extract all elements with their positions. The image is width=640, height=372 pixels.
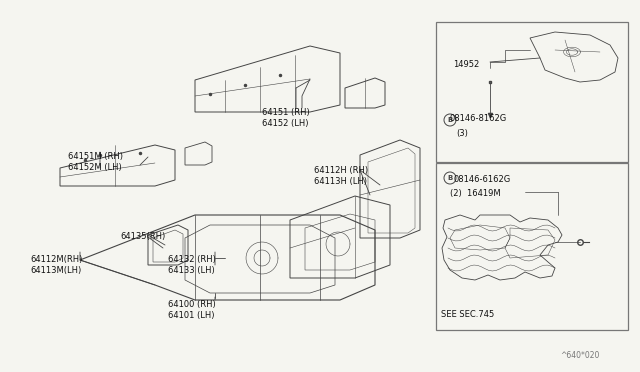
Text: 08146-6162G: 08146-6162G bbox=[454, 175, 511, 184]
Text: B: B bbox=[447, 175, 452, 181]
Text: (2)  16419M: (2) 16419M bbox=[450, 189, 500, 198]
Text: B: B bbox=[447, 117, 452, 123]
Text: ^640*020: ^640*020 bbox=[560, 351, 600, 360]
Text: (3): (3) bbox=[456, 129, 468, 138]
Text: 64151M (RH)
64152M (LH): 64151M (RH) 64152M (LH) bbox=[68, 152, 123, 172]
Text: 64112H (RH)
64113H (LH): 64112H (RH) 64113H (LH) bbox=[314, 166, 368, 186]
Text: 64100 (RH)
64101 (LH): 64100 (RH) 64101 (LH) bbox=[168, 300, 216, 320]
Text: SEE SEC.745: SEE SEC.745 bbox=[441, 310, 494, 319]
Text: 14952: 14952 bbox=[453, 60, 479, 69]
Text: 08146-8162G: 08146-8162G bbox=[450, 114, 508, 123]
Text: 64151 (RH)
64152 (LH): 64151 (RH) 64152 (LH) bbox=[262, 108, 310, 128]
Bar bbox=[436, 163, 628, 330]
Text: 64112M(RH)
64113M(LH): 64112M(RH) 64113M(LH) bbox=[30, 255, 83, 275]
Text: 64132 (RH)
64133 (LH): 64132 (RH) 64133 (LH) bbox=[168, 255, 216, 275]
Text: 64135(RH): 64135(RH) bbox=[120, 232, 165, 241]
Bar bbox=[436, 22, 628, 162]
